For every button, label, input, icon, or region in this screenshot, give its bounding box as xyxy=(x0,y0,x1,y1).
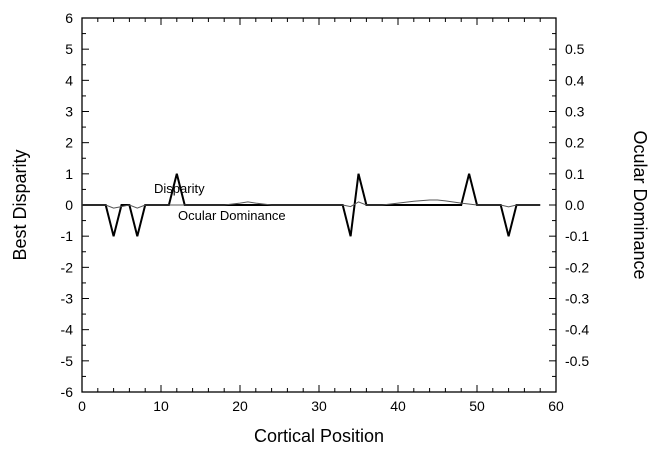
x-tick-label: 10 xyxy=(153,398,169,414)
y-tick-label: 3 xyxy=(65,104,73,120)
x-tick-label: 30 xyxy=(311,398,327,414)
y-tick-label: 6 xyxy=(65,10,73,26)
y-tick-label: 5 xyxy=(65,41,73,57)
y-tick-label: -2 xyxy=(61,259,74,275)
y2-tick-label: 0.3 xyxy=(565,104,585,120)
x-tick-label: 0 xyxy=(78,398,86,414)
y2-tick-label: -0.5 xyxy=(565,353,589,369)
y2-tick-label: -0.2 xyxy=(565,259,589,275)
y-tick-label: 1 xyxy=(65,166,73,182)
x-tick-label: 20 xyxy=(232,398,248,414)
tick-group: 0 10 20 30 40 50 60 -6 -5 -4 -3 -2 -1 0 1 2 3 4 5 6 0.5 0.4 0.… xyxy=(61,10,590,414)
x-tick-label: 50 xyxy=(469,398,485,414)
x-tick-label: 40 xyxy=(390,398,406,414)
y2-tick-label: 0.2 xyxy=(565,135,585,151)
annotation-ocular-dominance: Ocular Dominance xyxy=(178,208,286,223)
annotation-disparity: Disparity xyxy=(154,181,205,196)
y2-tick-label: -0.1 xyxy=(565,228,589,244)
y-tick-label: -6 xyxy=(61,384,74,400)
y2-tick-label: 0.5 xyxy=(565,41,585,57)
series-line-ocular_dominance xyxy=(82,199,541,209)
y-tick-label: 2 xyxy=(65,135,73,151)
y2-tick-label: 0.4 xyxy=(565,72,585,88)
y-tick-label: -5 xyxy=(61,353,74,369)
y-tick-label: 0 xyxy=(65,197,73,213)
y2-tick-label: 0.1 xyxy=(565,166,585,182)
y2-tick-label: 0.0 xyxy=(565,197,585,213)
x-axis-title: Cortical Position xyxy=(254,426,384,446)
y-tick-label: -1 xyxy=(61,228,74,244)
y2-tick-label: -0.3 xyxy=(565,291,589,307)
y-tick-label: -4 xyxy=(61,322,74,338)
y-tick-label: -3 xyxy=(61,291,74,307)
series-group xyxy=(82,173,541,237)
x-tick-label: 60 xyxy=(548,398,564,414)
y2-axis-title: Ocular Dominance xyxy=(630,130,650,279)
y2-tick-label: -0.4 xyxy=(565,322,589,338)
y-axis-title: Best Disparity xyxy=(10,149,30,260)
y-tick-label: 4 xyxy=(65,72,73,88)
